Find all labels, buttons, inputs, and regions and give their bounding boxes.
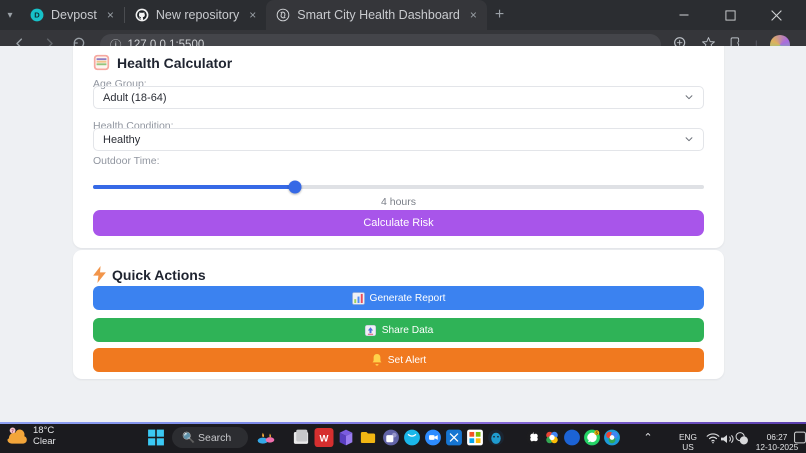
svg-text:D: D xyxy=(34,11,40,20)
svg-text:W: W xyxy=(320,433,329,444)
